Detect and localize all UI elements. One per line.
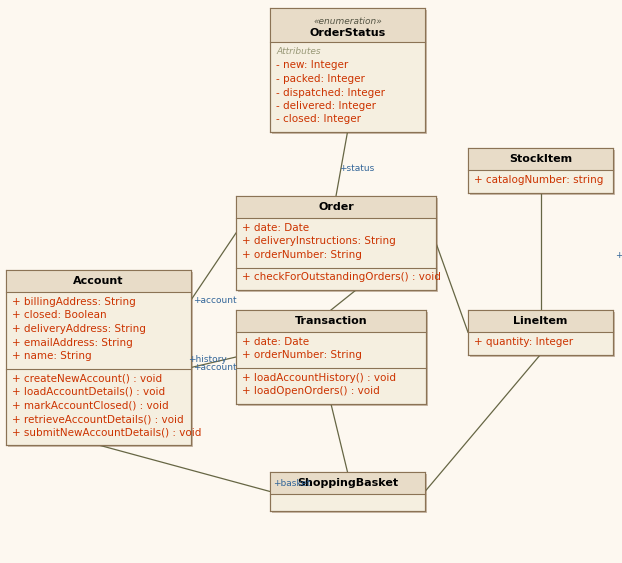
Text: + orderNumber: String: + orderNumber: String bbox=[242, 351, 362, 360]
Text: LineItem: LineItem bbox=[513, 316, 568, 326]
Bar bbox=[236, 196, 436, 290]
FancyBboxPatch shape bbox=[238, 312, 428, 406]
Text: + date: Date: + date: Date bbox=[242, 223, 309, 233]
Text: + emailAddress: String: + emailAddress: String bbox=[12, 337, 132, 347]
Text: + loadAccountDetails() : void: + loadAccountDetails() : void bbox=[12, 387, 165, 397]
Bar bbox=[468, 310, 613, 355]
Text: + catalogNumber: string: + catalogNumber: string bbox=[474, 175, 603, 185]
Bar bbox=[236, 196, 436, 218]
Text: + submitNewAccountDetails() : void: + submitNewAccountDetails() : void bbox=[12, 427, 202, 437]
Text: +item: +item bbox=[615, 251, 622, 260]
FancyBboxPatch shape bbox=[272, 10, 427, 134]
FancyBboxPatch shape bbox=[238, 198, 438, 292]
Bar bbox=[270, 472, 425, 494]
Text: + loadAccountHistory() : void: + loadAccountHistory() : void bbox=[242, 373, 396, 383]
Text: +history: +history bbox=[188, 355, 227, 364]
Text: + retrieveAccountDetails() : void: + retrieveAccountDetails() : void bbox=[12, 414, 183, 424]
Bar bbox=[468, 148, 613, 193]
FancyBboxPatch shape bbox=[8, 272, 193, 447]
Text: + orderNumber: String: + orderNumber: String bbox=[242, 250, 362, 260]
Bar bbox=[468, 310, 613, 332]
Bar bbox=[236, 310, 426, 332]
Text: «enumeration»: «enumeration» bbox=[313, 17, 382, 26]
Text: +account: +account bbox=[193, 364, 236, 373]
Text: + billingAddress: String: + billingAddress: String bbox=[12, 297, 136, 307]
Text: Attributes: Attributes bbox=[276, 47, 320, 56]
Text: + deliveryInstructions: String: + deliveryInstructions: String bbox=[242, 236, 396, 247]
Bar bbox=[270, 8, 425, 132]
Bar bbox=[6, 270, 191, 292]
Bar bbox=[6, 270, 191, 445]
Text: + closed: Boolean: + closed: Boolean bbox=[12, 311, 106, 320]
Text: +status: +status bbox=[339, 164, 374, 173]
Bar bbox=[236, 310, 426, 404]
Text: + quantity: Integer: + quantity: Integer bbox=[474, 337, 573, 347]
Text: - new: Integer: - new: Integer bbox=[276, 60, 348, 70]
Bar bbox=[270, 8, 425, 42]
Text: StockItem: StockItem bbox=[509, 154, 572, 164]
Bar bbox=[468, 148, 613, 170]
Text: Order: Order bbox=[318, 202, 354, 212]
Text: +account: +account bbox=[193, 296, 236, 305]
Text: Transaction: Transaction bbox=[295, 316, 368, 326]
Text: ShoppingBasket: ShoppingBasket bbox=[297, 478, 398, 488]
Bar bbox=[270, 472, 425, 511]
FancyBboxPatch shape bbox=[272, 474, 427, 513]
Text: + checkForOutstandingOrders() : void: + checkForOutstandingOrders() : void bbox=[242, 272, 441, 283]
Text: + date: Date: + date: Date bbox=[242, 337, 309, 347]
FancyBboxPatch shape bbox=[470, 150, 615, 194]
Text: + deliveryAddress: String: + deliveryAddress: String bbox=[12, 324, 146, 334]
Text: Account: Account bbox=[73, 276, 124, 286]
Text: +basket: +basket bbox=[273, 479, 310, 488]
FancyBboxPatch shape bbox=[470, 312, 615, 356]
Text: - packed: Integer: - packed: Integer bbox=[276, 74, 365, 84]
Text: - dispatched: Integer: - dispatched: Integer bbox=[276, 87, 385, 97]
Text: - delivered: Integer: - delivered: Integer bbox=[276, 101, 376, 111]
Text: OrderStatus: OrderStatus bbox=[309, 28, 386, 38]
Text: + loadOpenOrders() : void: + loadOpenOrders() : void bbox=[242, 387, 380, 396]
Text: - closed: Integer: - closed: Integer bbox=[276, 114, 361, 124]
Text: + createNewAccount() : void: + createNewAccount() : void bbox=[12, 373, 162, 383]
Text: + name: String: + name: String bbox=[12, 351, 91, 361]
Text: + markAccountClosed() : void: + markAccountClosed() : void bbox=[12, 400, 169, 410]
